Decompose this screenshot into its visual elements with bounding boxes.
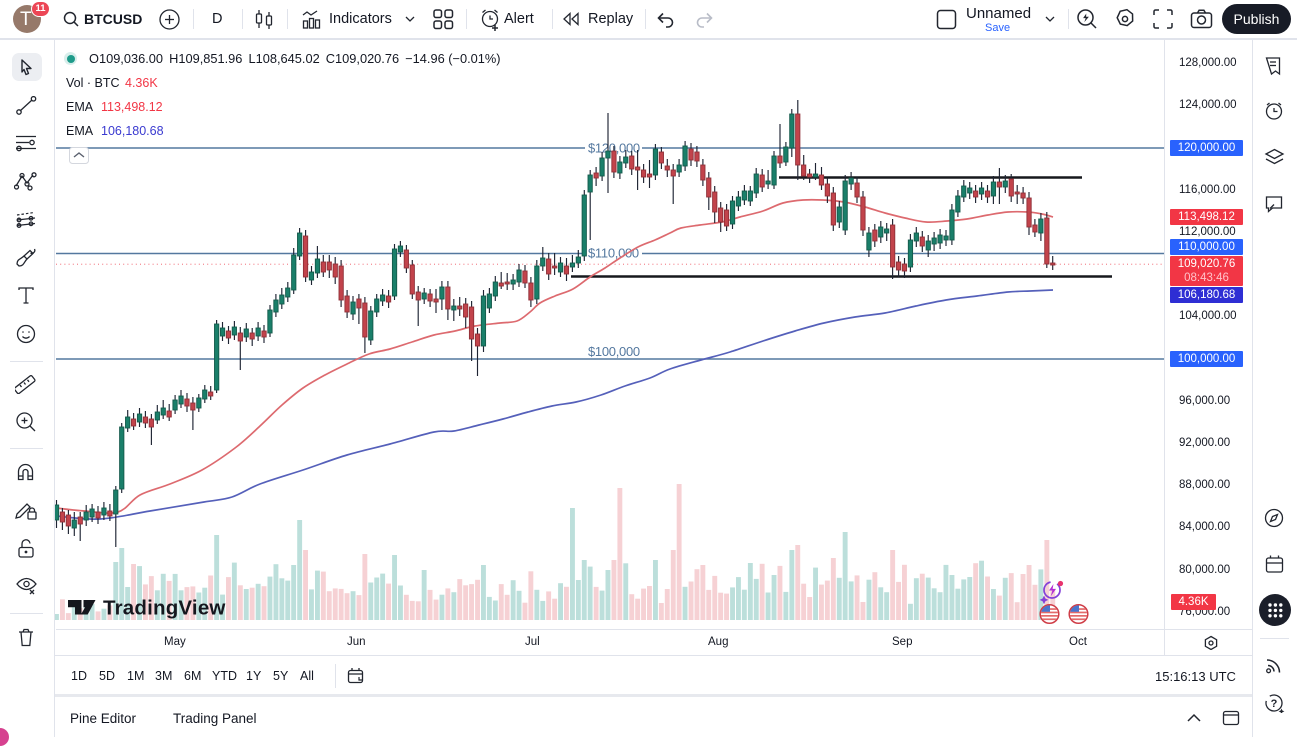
svg-text:$100,000: $100,000	[588, 344, 640, 359]
svg-text:TradingView: TradingView	[103, 597, 226, 620]
svg-text:?: ?	[1271, 698, 1278, 710]
svg-text:$110,000: $110,000	[588, 246, 639, 261]
